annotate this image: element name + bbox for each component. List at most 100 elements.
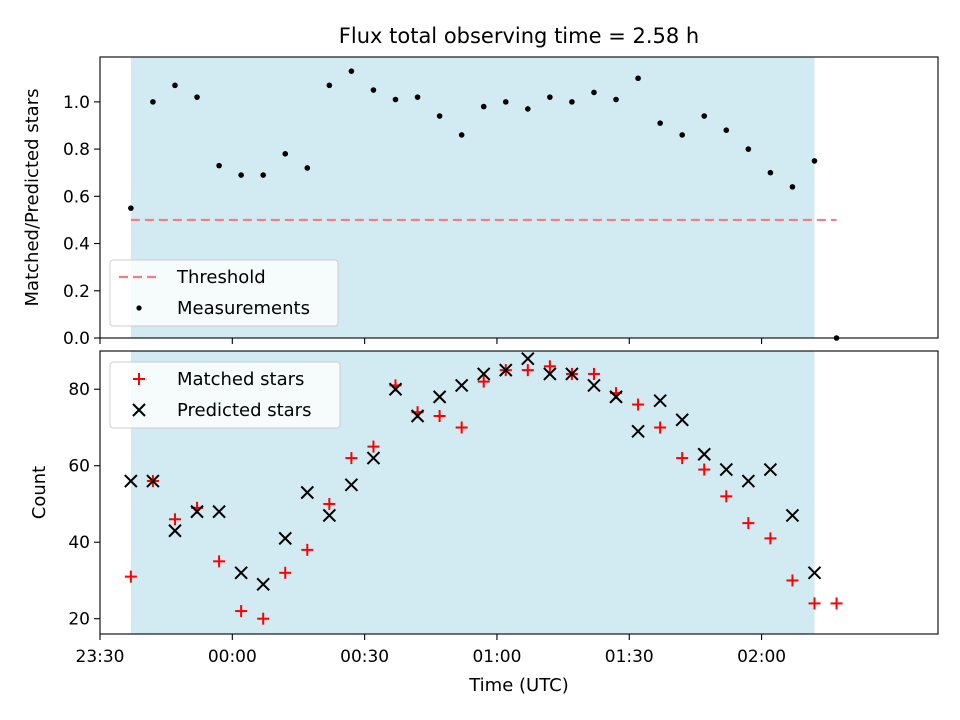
measurement-point (326, 82, 333, 89)
measurement-point (745, 146, 752, 152)
matched-star-point (786, 574, 799, 587)
cross-b (410, 409, 425, 423)
top-ytick-label: 0.4 (63, 235, 90, 255)
x-tick-label: 02:00 (737, 647, 786, 667)
cross-b (631, 424, 645, 439)
cross-b (675, 413, 689, 427)
predicted-star-point (807, 566, 822, 580)
matched-star-point (279, 566, 292, 579)
predicted-star-point (256, 577, 270, 591)
cross-b (300, 485, 315, 500)
measurement-point (150, 99, 156, 105)
cross-b (432, 390, 447, 404)
cross-b (278, 531, 292, 546)
measurement-point (811, 158, 818, 164)
bottom-ytick-label: 40 (68, 533, 90, 553)
cross-b (521, 351, 535, 366)
bottom-ytick-label: 80 (68, 380, 90, 400)
predicted-star-point (322, 508, 337, 523)
bottom-ytick-label: 60 (68, 457, 90, 477)
measurement-point (789, 184, 796, 190)
bottom-y-axis-label: Count (29, 466, 50, 519)
measurement-point (569, 99, 575, 105)
cross-b (388, 382, 403, 396)
matched-star-point (257, 612, 270, 625)
measurement-point (414, 94, 421, 100)
measurement-point (657, 120, 663, 126)
top-legend-box (109, 259, 339, 327)
cross-b (234, 566, 248, 580)
predicted-star-point (785, 508, 800, 523)
measurement-point (502, 99, 509, 105)
predicted-star-point (741, 474, 756, 488)
cross-b (477, 367, 491, 381)
matched-star-point (235, 605, 248, 618)
measurement-point (370, 87, 377, 93)
cross-b (697, 447, 711, 461)
predicted-star-point (300, 485, 315, 500)
matched-star-point (433, 410, 446, 423)
top-ytick-label: 1.0 (63, 93, 90, 113)
legend-predicted-label: Predicted stars (177, 400, 311, 421)
matched-star-point (323, 497, 336, 510)
cross-b (168, 524, 182, 538)
predicted-star-point (675, 413, 689, 427)
predicted-star-point (190, 504, 204, 519)
predicted-star-point (454, 378, 469, 393)
legend-cross-marker (132, 403, 146, 417)
top-ytick-label: 0.8 (63, 140, 90, 160)
cross-b (132, 403, 146, 417)
predicted-star-point (388, 382, 403, 396)
predicted-star-point (366, 451, 381, 465)
predicted-star-point (587, 378, 601, 393)
matched-star-point (632, 398, 645, 411)
cross-b (763, 462, 778, 477)
matched-star-point (698, 463, 711, 476)
measurement-point (458, 132, 465, 138)
cross-b (609, 390, 623, 404)
cross-b (807, 566, 822, 580)
cross-b (366, 451, 381, 465)
measurement-point (216, 162, 222, 169)
predicted-star-point (521, 351, 535, 366)
measurement-point (194, 94, 200, 100)
measurement-point (547, 94, 553, 100)
measurement-point (348, 68, 355, 74)
measurement-point (392, 96, 399, 103)
predicted-star-point (653, 394, 667, 408)
bottom-axes-frame (99, 350, 939, 635)
predicted-star-point (719, 462, 734, 477)
matched-star-point (808, 597, 821, 610)
cross-b (322, 508, 337, 523)
x-tick-label: 00:00 (208, 647, 257, 667)
legend-plus-marker (133, 373, 145, 385)
cross-b (146, 474, 160, 488)
measurement-point (723, 127, 730, 134)
cross-b (785, 508, 800, 523)
matched-star-point (830, 597, 843, 610)
legend-measurements-swatch (136, 305, 142, 311)
measurement-point (128, 205, 134, 211)
measurement-point (480, 103, 487, 110)
cross-b (543, 367, 557, 381)
cross-b (741, 474, 756, 488)
measurement-point (282, 151, 289, 157)
cross-b (124, 474, 138, 488)
measurement-point (525, 106, 531, 112)
predicted-star-point (124, 474, 138, 488)
cross-b (190, 504, 204, 519)
predicted-star-point (631, 424, 645, 439)
measurement-point (767, 169, 774, 176)
matched-star-point (168, 513, 181, 526)
predicted-star-point (609, 390, 623, 404)
top-ytick-label: 0.0 (63, 329, 90, 349)
top-ytick-label: 0.6 (63, 187, 90, 207)
chart-title: Flux total observing time = 2.58 h (339, 24, 699, 48)
cross-b (212, 504, 226, 519)
cross-b (256, 577, 270, 591)
measurement-point (238, 172, 244, 178)
measurement-point (679, 132, 685, 138)
matched-star-point (521, 364, 534, 377)
top-ytick-label: 0.2 (63, 282, 90, 302)
